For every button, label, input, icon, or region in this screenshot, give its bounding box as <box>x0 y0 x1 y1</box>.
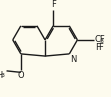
Text: CF: CF <box>94 35 105 44</box>
Text: F: F <box>99 43 103 52</box>
Text: F: F <box>95 43 100 52</box>
Text: 3: 3 <box>0 73 4 78</box>
Text: F: F <box>51 0 56 9</box>
Text: N: N <box>70 55 76 64</box>
Text: 3: 3 <box>99 39 103 44</box>
Text: CH: CH <box>0 71 4 80</box>
Text: O: O <box>18 71 24 80</box>
